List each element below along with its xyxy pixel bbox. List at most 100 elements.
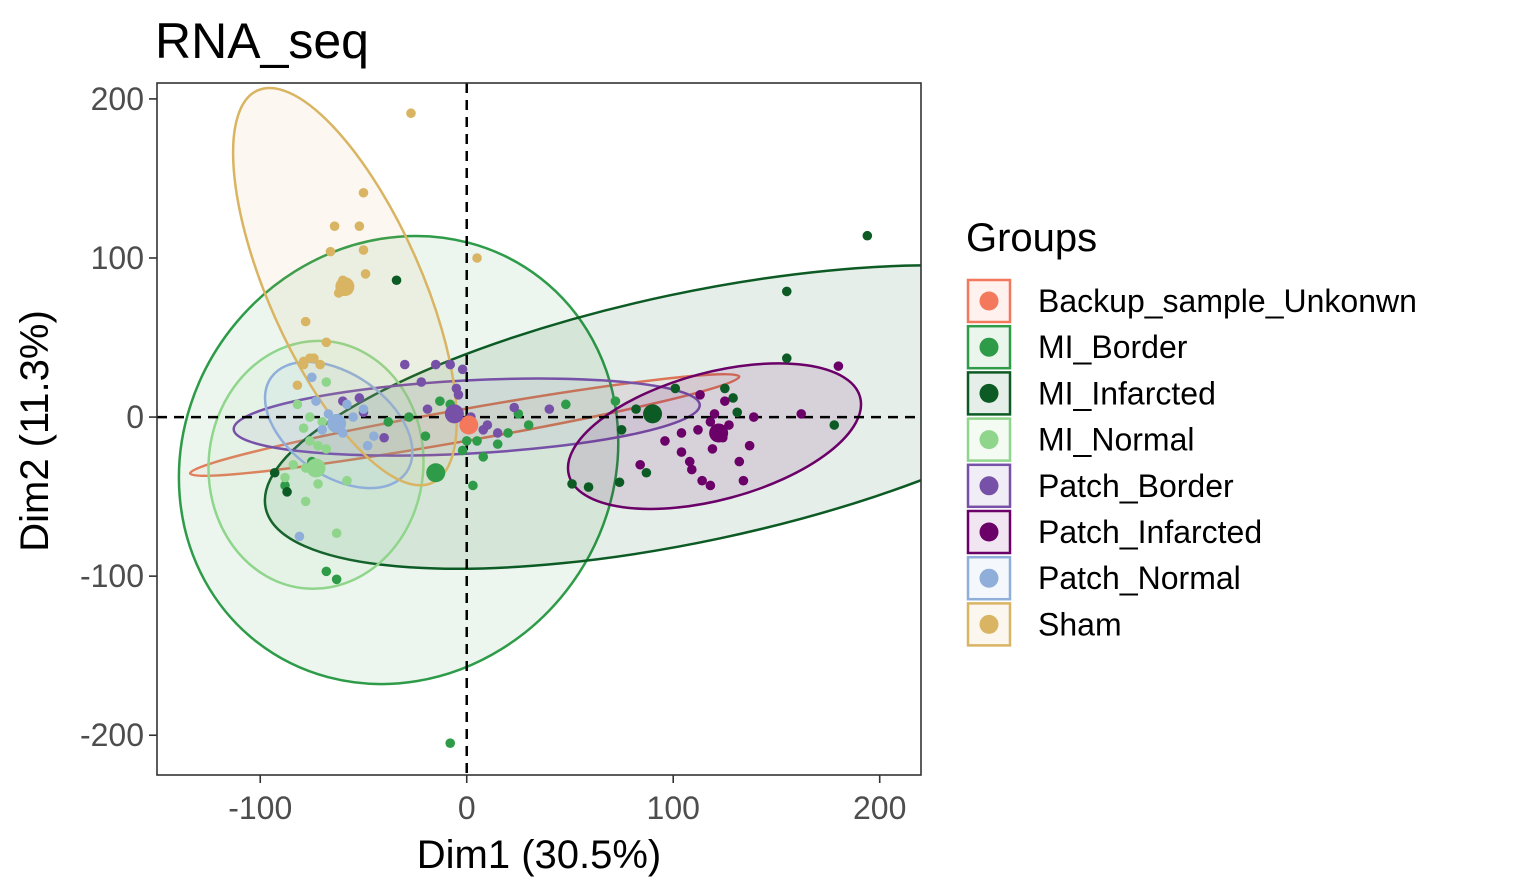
data-point-patch-infarcted xyxy=(796,409,807,419)
data-point-patch-infarcted xyxy=(748,412,759,422)
legend-label-mi-normal: MI_Normal xyxy=(1038,422,1194,458)
data-point-mi-infarcted xyxy=(720,383,730,394)
data-point-mi-border xyxy=(383,417,394,427)
legend-title: Groups xyxy=(966,216,1097,260)
data-point-mi-infarcted xyxy=(781,353,792,364)
data-point-mi-border xyxy=(478,452,489,462)
data-point-patch-border xyxy=(422,404,433,414)
legend-swatch-patch-normal xyxy=(979,568,999,588)
legend-item-patch-border[interactable]: Patch_Border xyxy=(966,463,1234,509)
legend-item-mi-normal[interactable]: MI_Normal xyxy=(966,417,1194,462)
centroid-mi-infarcted xyxy=(643,404,663,424)
data-point-patch-normal xyxy=(294,531,305,542)
y-tick-label: 100 xyxy=(91,240,144,276)
legend-key-mi-infarcted xyxy=(966,371,1012,416)
data-point-patch-infarcted xyxy=(676,447,687,457)
data-point-mi-normal xyxy=(305,436,315,446)
legend-key-patch-infarcted xyxy=(966,509,1012,555)
data-point-mi-infarcted xyxy=(670,383,681,394)
centroid-sham xyxy=(335,277,355,297)
legend-swatch-backup-sample-unkonwn xyxy=(979,291,999,311)
plot-border xyxy=(156,82,922,776)
data-point-patch-infarcted xyxy=(697,475,707,486)
data-point-mi-normal xyxy=(298,423,309,434)
legend-swatch-patch-border xyxy=(979,476,999,496)
legend-item-mi-infarcted[interactable]: MI_Infarcted xyxy=(966,371,1216,416)
legend-item-patch-normal[interactable]: Patch_Normal xyxy=(966,555,1241,601)
legend-swatch-mi-normal xyxy=(979,430,999,450)
data-point-patch-infarcted xyxy=(707,444,718,454)
data-point-mi-normal xyxy=(300,496,311,507)
data-point-patch-infarcted xyxy=(687,464,697,475)
data-point-mi-border xyxy=(561,399,571,410)
data-point-mi-infarcted xyxy=(282,487,292,497)
chart-title: RNA_seq xyxy=(155,13,369,69)
data-point-patch-border xyxy=(416,377,427,387)
x-tick-label: 200 xyxy=(853,790,906,826)
data-point-patch-infarcted xyxy=(676,428,687,438)
y-tick-label: 0 xyxy=(126,399,144,435)
data-point-mi-border xyxy=(457,445,468,456)
data-point-patch-infarcted xyxy=(833,361,844,371)
data-point-sham xyxy=(325,246,336,257)
data-point-mi-infarcted xyxy=(391,275,402,286)
data-point-mi-border xyxy=(468,480,478,491)
centroid-patch-border xyxy=(444,404,464,424)
data-point-sham xyxy=(292,380,303,391)
data-point-sham xyxy=(472,253,482,263)
data-point-patch-infarcted xyxy=(660,436,670,446)
data-point-patch-border xyxy=(509,402,520,413)
data-point-patch-border xyxy=(544,404,555,414)
y-tick-label: -100 xyxy=(80,558,144,594)
y-tick-label: 200 xyxy=(91,81,144,117)
legend-label-mi-infarcted: MI_Infarcted xyxy=(1038,375,1216,411)
data-point-mi-infarcted xyxy=(631,404,641,414)
data-point-mi-border xyxy=(331,574,342,585)
x-tick-label: -100 xyxy=(228,790,292,826)
data-point-patch-normal xyxy=(307,372,317,383)
legend-item-patch-infarcted[interactable]: Patch_Infarcted xyxy=(966,509,1262,555)
data-point-mi-border xyxy=(610,396,621,406)
data-point-patch-border xyxy=(430,359,441,370)
data-point-mi-border xyxy=(420,431,431,441)
legend-label-mi-border: MI_Border xyxy=(1038,329,1188,365)
data-point-sham xyxy=(406,108,416,119)
data-point-mi-infarcted xyxy=(732,407,743,418)
data-point-patch-border xyxy=(492,428,503,438)
data-point-patch-infarcted xyxy=(693,424,703,435)
data-point-mi-border xyxy=(435,396,445,406)
data-point-patch-infarcted xyxy=(738,475,749,486)
data-point-mi-normal xyxy=(280,472,290,483)
plot-area: -100 0 100 200 -200 -100 0 100 200 xyxy=(80,81,922,826)
data-point-patch-infarcted xyxy=(734,456,745,467)
legend-label-sham: Sham xyxy=(1038,606,1122,642)
legend-item-mi-border[interactable]: MI_Border xyxy=(966,324,1188,370)
data-point-patch-normal xyxy=(362,440,373,451)
data-point-sham xyxy=(329,221,340,231)
data-point-sham xyxy=(309,353,319,364)
data-point-patch-normal xyxy=(311,396,321,406)
centroid-backup-sample-unkonwn xyxy=(459,415,479,435)
data-point-mi-infarcted xyxy=(781,286,792,297)
centroid-mi-normal xyxy=(306,458,326,478)
data-point-mi-border xyxy=(461,436,472,446)
legend-item-sham[interactable]: Sham xyxy=(966,602,1122,647)
legend-item-backup-sample-unkonwn[interactable]: Backup_sample_Unkonwn xyxy=(966,278,1417,324)
data-point-patch-infarcted xyxy=(724,420,734,430)
data-point-mi-normal xyxy=(321,444,332,454)
data-point-patch-infarcted xyxy=(635,459,645,470)
legend-swatch-mi-infarcted xyxy=(979,383,999,403)
data-point-mi-normal xyxy=(313,479,323,489)
data-point-mi-border xyxy=(503,428,513,438)
data-point-mi-infarcted xyxy=(616,424,627,435)
data-point-mi-border xyxy=(492,439,503,449)
data-point-mi-infarcted xyxy=(728,393,738,403)
legend-label-backup-sample-unkonwn: Backup_sample_Unkonwn xyxy=(1038,283,1417,319)
legend-label-patch-infarcted: Patch_Infarcted xyxy=(1038,514,1262,550)
data-point-mi-border xyxy=(523,420,534,430)
centroid-patch-infarcted xyxy=(709,423,729,443)
legend-swatch-mi-border xyxy=(979,337,999,357)
centroid-mi-border xyxy=(426,463,446,483)
data-point-mi-infarcted xyxy=(583,482,594,492)
